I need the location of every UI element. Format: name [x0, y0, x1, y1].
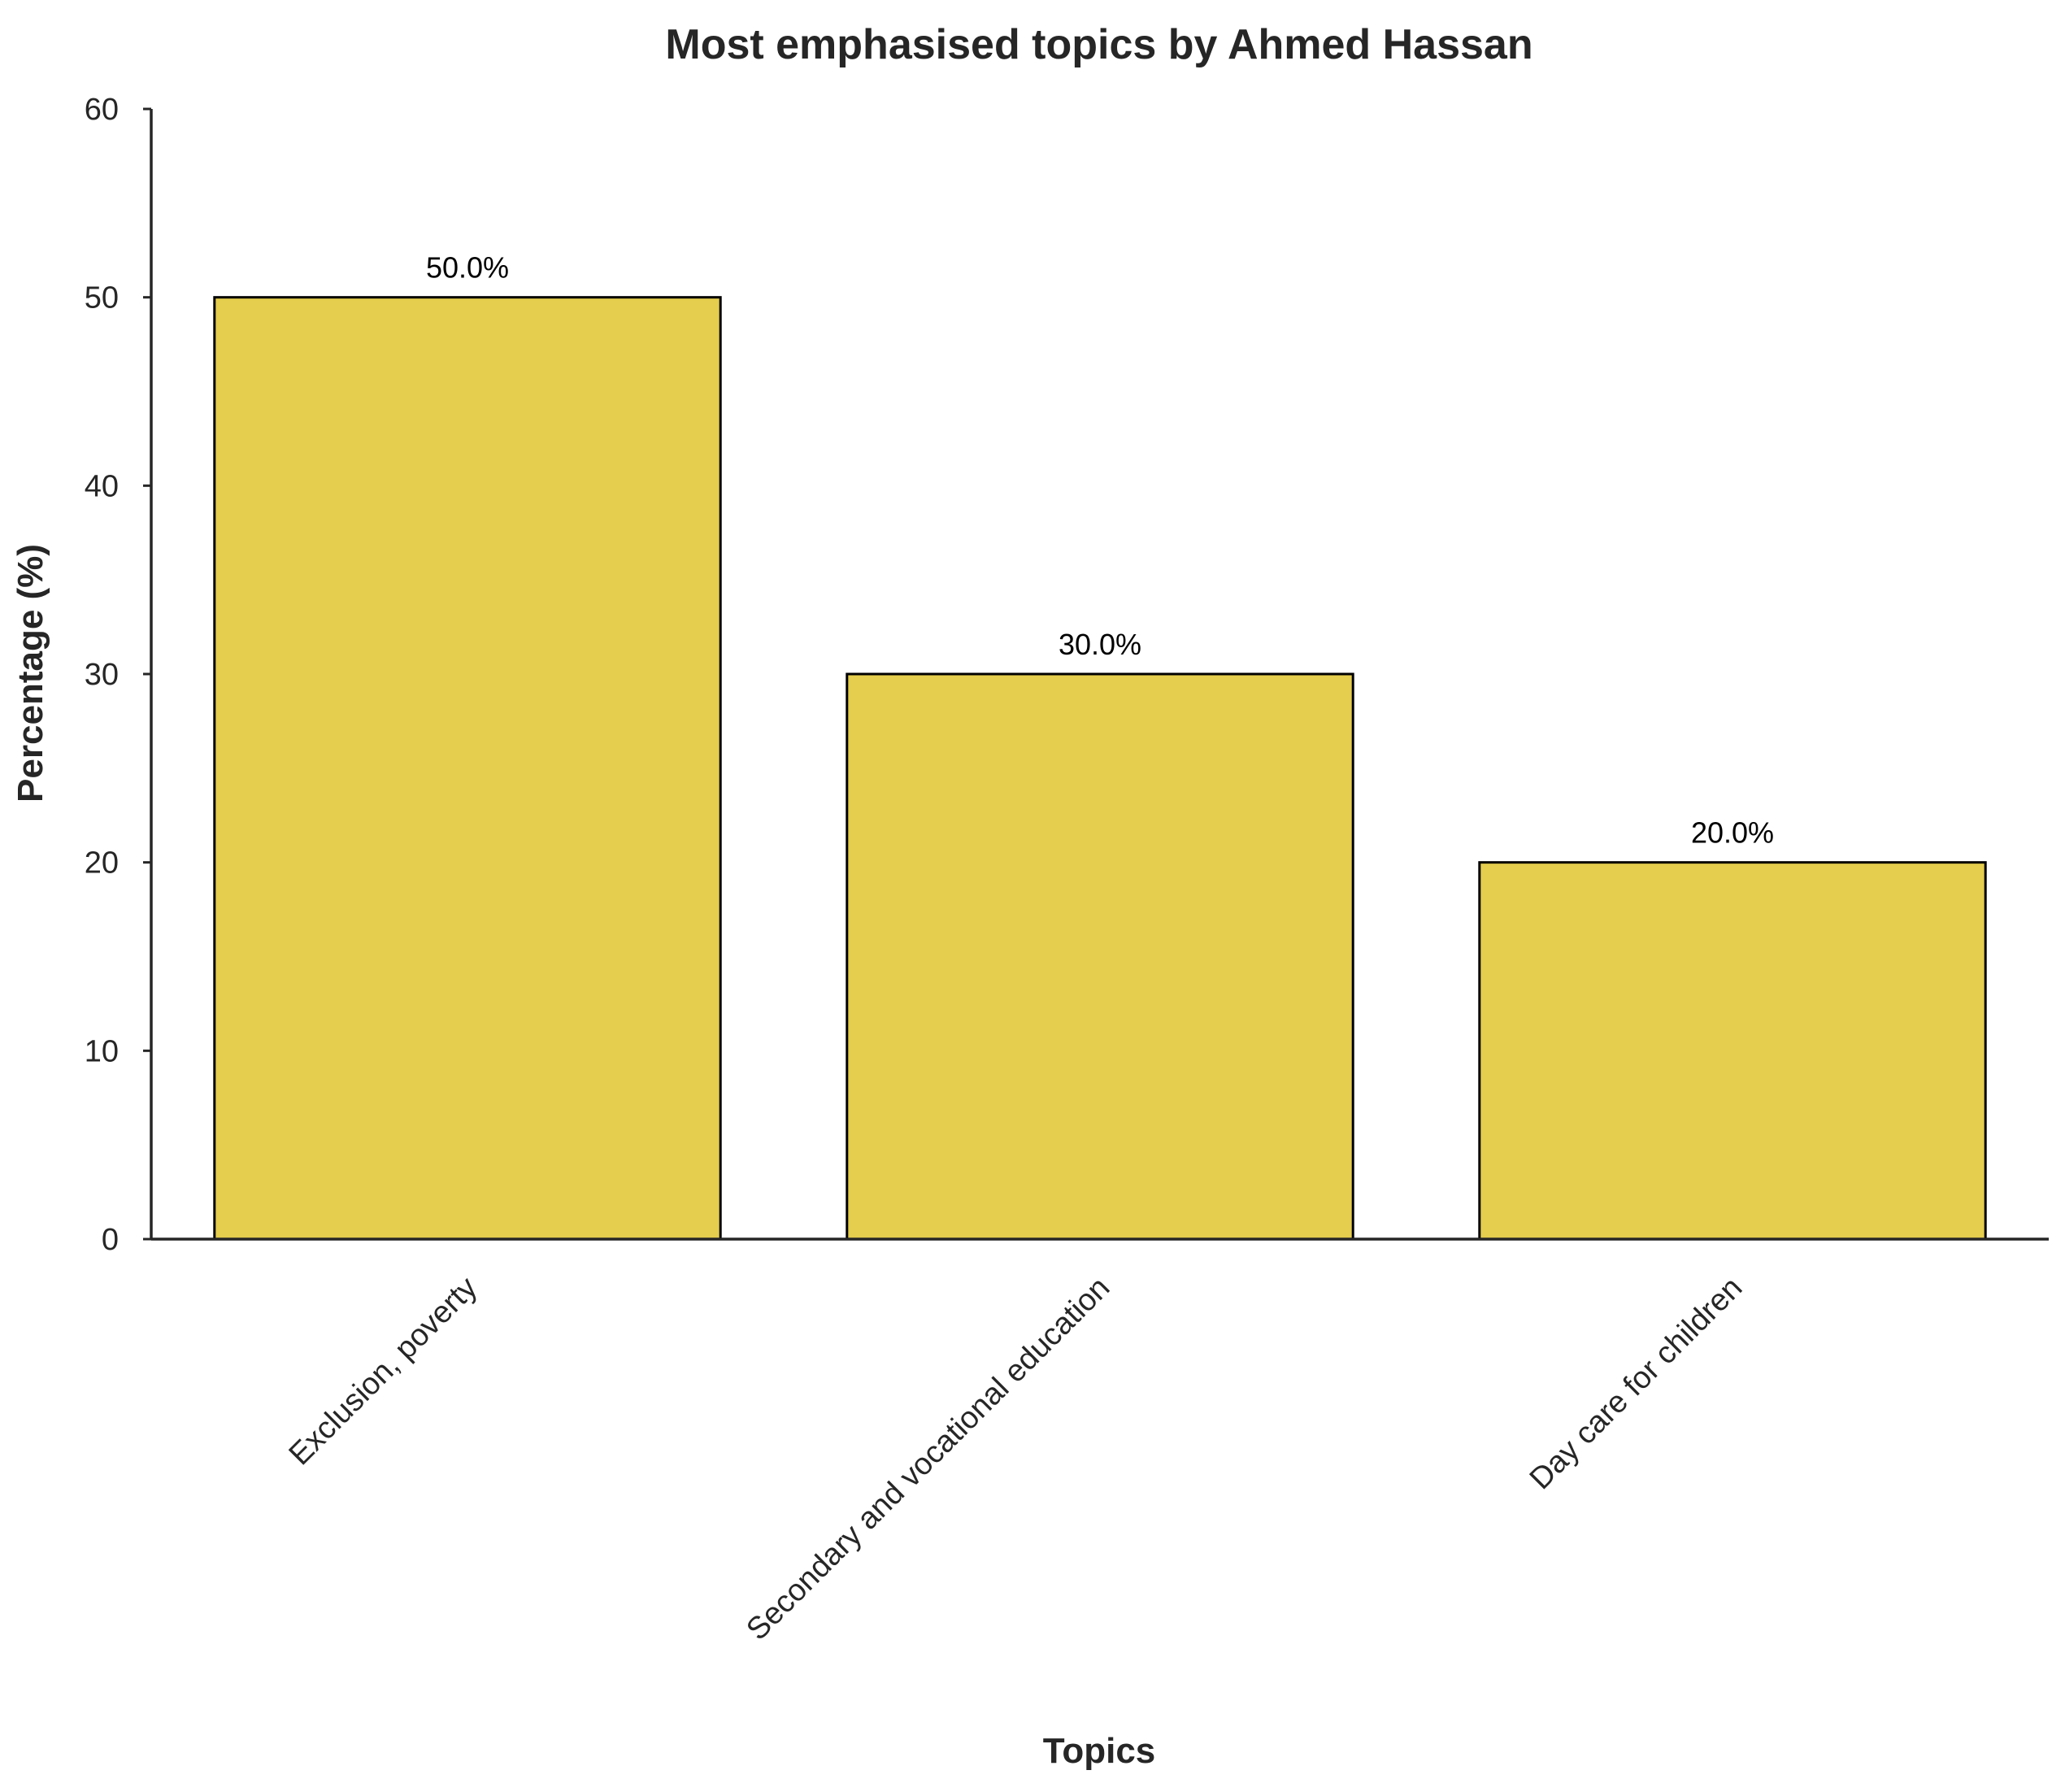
- bar: [1478, 861, 1987, 1241]
- bar: [213, 296, 722, 1241]
- y-tick-label: 20: [85, 846, 119, 881]
- y-tick-label: 10: [85, 1034, 119, 1068]
- chart-title: Most emphasised topics by Ahmed Hassan: [665, 21, 1532, 68]
- y-tick-label: 30: [85, 658, 119, 692]
- x-axis-ticks: Exclusion, poverty Secondary and vocation…: [283, 1271, 1750, 1647]
- y-tick-label: 0: [102, 1223, 119, 1257]
- bar: [846, 672, 1354, 1241]
- y-tick-label: 50: [85, 281, 119, 315]
- x-axis-label: Topics: [1043, 1731, 1156, 1771]
- bar-value-label: 50.0%: [426, 251, 509, 285]
- y-tick-label: 60: [85, 93, 119, 127]
- y-axis-ticks: 0 10 20 30 40 50 60: [85, 93, 151, 1257]
- bar-value-label: 30.0%: [1059, 628, 1141, 661]
- bar-value-label: 20.0%: [1691, 816, 1774, 850]
- x-tick-label: Exclusion, poverty: [283, 1271, 485, 1472]
- bars: [213, 296, 1987, 1241]
- x-tick-label: Day care for children: [1524, 1271, 1750, 1497]
- y-tick-label: 40: [85, 469, 119, 503]
- y-axis-label: Percentage (%): [11, 544, 50, 802]
- x-tick-label: Secondary and vocational education: [740, 1271, 1116, 1647]
- data-labels: 50.0% 30.0% 20.0%: [426, 251, 1774, 850]
